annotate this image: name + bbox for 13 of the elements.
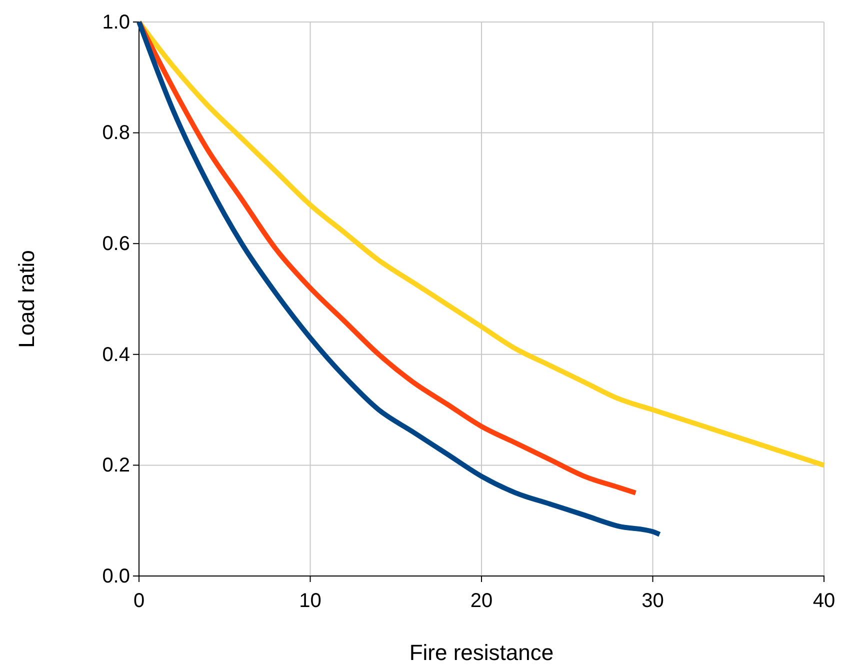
y-tick-label: 0.0	[102, 565, 130, 588]
x-axis-title: Fire resistance	[409, 640, 554, 665]
y-tick-label: 0.4	[102, 344, 130, 366]
x-tick-label: 0	[133, 590, 145, 612]
x-tick-label: 30	[642, 590, 664, 612]
y-tick-label: 0.8	[102, 122, 130, 144]
y-tick-label: 0.6	[102, 233, 130, 255]
y-tick-label: 1.0	[102, 11, 130, 34]
x-tick-label: 10	[299, 590, 322, 612]
x-tick-label: 20	[470, 590, 493, 612]
y-tick-label: 0.2	[102, 454, 130, 477]
x-tick-label: 40	[812, 590, 836, 612]
y-axis-title: Load ratio	[14, 250, 39, 348]
